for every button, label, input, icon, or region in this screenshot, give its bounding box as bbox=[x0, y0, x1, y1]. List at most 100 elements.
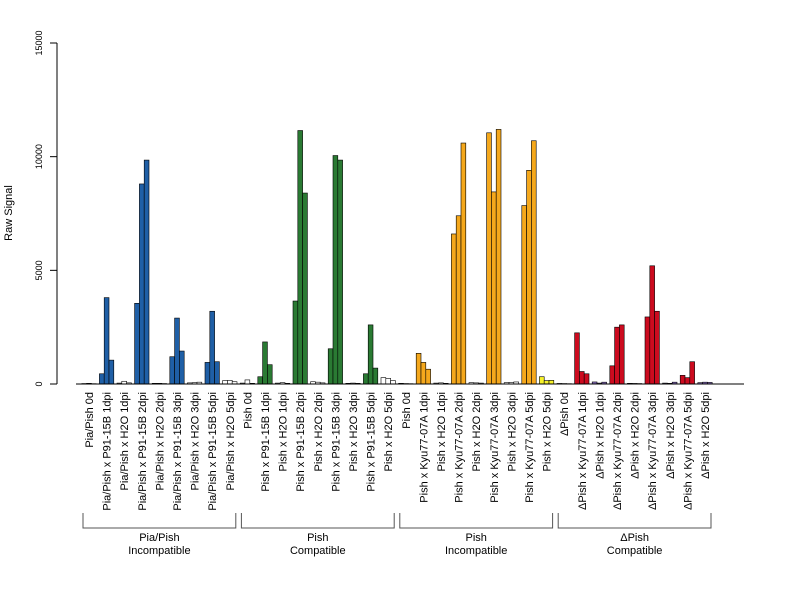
bar bbox=[363, 373, 369, 385]
bar bbox=[262, 341, 268, 385]
bar bbox=[679, 375, 686, 385]
x-tick-label: ΔPish 0d bbox=[559, 392, 571, 436]
group-bracket bbox=[82, 513, 237, 529]
bar bbox=[103, 297, 110, 385]
group-name: Pia/Pish bbox=[139, 532, 179, 544]
bar bbox=[108, 359, 115, 385]
y-axis-label: Raw Signal bbox=[3, 185, 15, 241]
x-tick-label: Pish x Kyu77-07A 1dpi bbox=[418, 392, 430, 503]
group-subtitle: Incompatible bbox=[445, 545, 507, 557]
y-tick-label: 15000 bbox=[34, 30, 44, 55]
bar bbox=[209, 310, 215, 385]
x-tick-label: Pish x H2O 2dpi bbox=[313, 392, 325, 471]
bar bbox=[385, 378, 391, 385]
bar bbox=[179, 350, 185, 385]
x-tick-label: Pish x P91-15B 1dpi bbox=[260, 392, 272, 492]
x-tick-label: Pish x H2O 3dpi bbox=[348, 392, 360, 471]
bar bbox=[222, 380, 228, 385]
bar bbox=[455, 215, 462, 385]
bar bbox=[302, 192, 308, 385]
bar bbox=[689, 361, 695, 385]
bar bbox=[460, 142, 467, 385]
bar bbox=[214, 361, 220, 385]
x-tick-label: ΔPish x H2O 3dpi bbox=[665, 392, 677, 479]
bar bbox=[486, 132, 492, 385]
group-subtitle: Compatible bbox=[290, 545, 346, 557]
bar bbox=[574, 332, 580, 385]
group-subtitle: Incompatible bbox=[128, 545, 190, 557]
bar bbox=[644, 316, 651, 385]
x-tick-label: Pish 0d bbox=[401, 392, 413, 429]
bar bbox=[139, 183, 145, 385]
bar bbox=[169, 356, 175, 385]
x-tick-label: Pish x H2O 2dpi bbox=[471, 392, 483, 471]
bar bbox=[491, 191, 497, 385]
x-tick-label: Pish x P91-15B 2dpi bbox=[295, 392, 307, 492]
group-bracket bbox=[557, 513, 712, 529]
bar bbox=[649, 265, 655, 385]
x-tick-label: Pia/Pish x H2O 1dpi bbox=[119, 392, 131, 490]
x-tick-label: Pish x Kyu77-07A 3dpi bbox=[489, 392, 501, 503]
bar bbox=[292, 300, 299, 385]
group-bracket bbox=[240, 513, 395, 529]
x-tick-label: Pia/Pish x H2O 2dpi bbox=[154, 392, 166, 490]
bar bbox=[380, 377, 387, 385]
x-tick-label: Pia/Pish x P91-15B 1dpi bbox=[102, 392, 114, 511]
x-tick-label: Pish x P91-15B 3dpi bbox=[330, 392, 342, 492]
x-tick-label: ΔPish x H2O 1dpi bbox=[594, 392, 606, 479]
group-name: Pish bbox=[307, 532, 328, 544]
bar bbox=[244, 379, 251, 385]
bar bbox=[425, 368, 431, 385]
bar bbox=[548, 380, 555, 385]
bar bbox=[327, 348, 334, 385]
x-tick-label: ΔPish x Kyu77-07A 5dpi bbox=[682, 392, 694, 510]
bar bbox=[543, 380, 550, 385]
bar bbox=[579, 371, 585, 385]
bar bbox=[372, 367, 379, 385]
group-brackets: Pia/PishIncompatiblePishCompatiblePishIn… bbox=[82, 513, 712, 557]
bar bbox=[367, 324, 374, 385]
bar bbox=[257, 376, 263, 385]
bar bbox=[332, 155, 339, 385]
x-tick-label: Pish x P91-15B 5dpi bbox=[366, 392, 378, 492]
x-tick-label: Pia/Pish x H2O 3dpi bbox=[190, 392, 202, 490]
x-tick-label: Pish x Kyu77-07A 5dpi bbox=[524, 392, 536, 503]
bar bbox=[614, 326, 620, 385]
bar bbox=[684, 377, 691, 385]
bar bbox=[267, 364, 273, 385]
bar bbox=[143, 159, 150, 385]
bar bbox=[654, 310, 660, 385]
bar bbox=[420, 362, 427, 385]
bar bbox=[227, 380, 233, 385]
x-tick-label: ΔPish x H2O 2dpi bbox=[630, 392, 642, 479]
bar bbox=[609, 365, 615, 385]
x-tick-label: Pish x H2O 5dpi bbox=[542, 392, 554, 471]
bar bbox=[204, 362, 211, 385]
group-name: ΔPish bbox=[620, 532, 649, 544]
x-tick-label: ΔPish x Kyu77-07A 1dpi bbox=[577, 392, 589, 510]
bars bbox=[81, 129, 713, 385]
bar bbox=[134, 302, 140, 385]
bar bbox=[539, 376, 545, 385]
bar bbox=[415, 353, 422, 385]
group-subtitle: Compatible bbox=[607, 545, 663, 557]
group-name: Pish bbox=[465, 532, 486, 544]
x-tick-label: Pish x H2O 5dpi bbox=[383, 392, 395, 471]
y-tick-label: 0 bbox=[34, 381, 44, 386]
bar bbox=[451, 233, 457, 385]
x-tick-labels: Pia/Pish 0d Pia/Pish x P91-15B 1dpi Pia/Pi… bbox=[84, 392, 712, 511]
x-tick-label: ΔPish x Kyu77-07A 3dpi bbox=[647, 392, 659, 510]
y-axis: 0 5000 10000 15000 bbox=[34, 30, 58, 387]
bar bbox=[531, 140, 537, 385]
x-tick-label: ΔPish x Kyu77-07A 2dpi bbox=[612, 392, 624, 510]
x-tick-label: ΔPish x H2O 5dpi bbox=[700, 392, 712, 479]
x-tick-label: Pish x H2O 1dpi bbox=[278, 392, 290, 471]
bar bbox=[521, 205, 527, 385]
bar bbox=[495, 129, 502, 385]
x-tick-label: Pia/Pish x P91-15B 2dpi bbox=[137, 392, 149, 511]
bar bbox=[526, 170, 532, 385]
bar bbox=[337, 159, 343, 385]
bar bbox=[619, 324, 625, 385]
bar bbox=[99, 373, 105, 385]
